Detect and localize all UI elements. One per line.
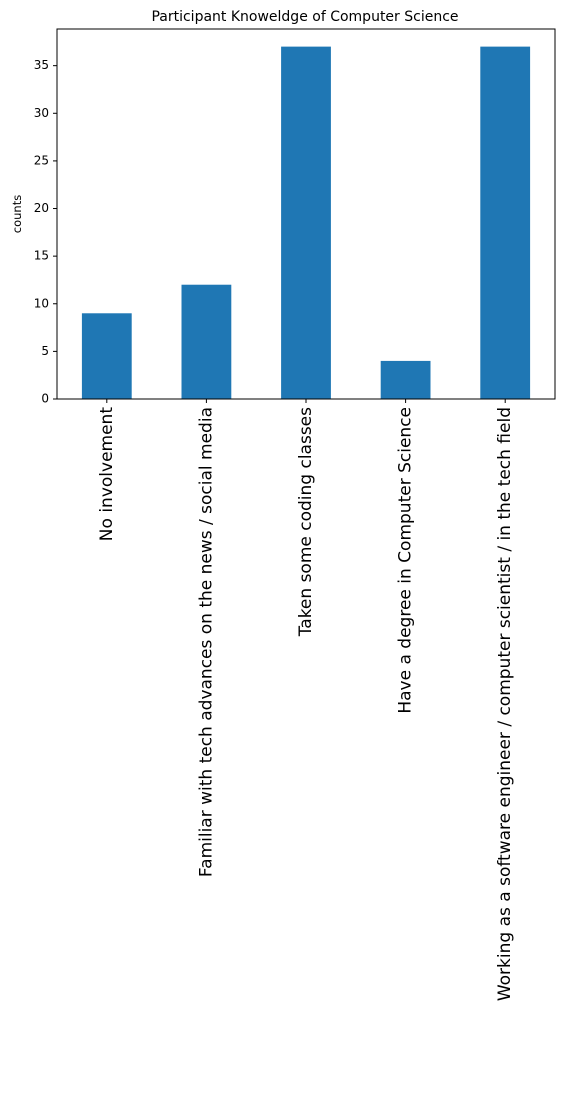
y-axis-label: counts — [10, 195, 24, 233]
x-tick-label: Working as a software engineer / compute… — [495, 407, 515, 1001]
bar — [281, 46, 331, 399]
y-tick-label: 25 — [34, 153, 49, 167]
bar — [480, 46, 531, 399]
bar — [380, 360, 431, 399]
plot-frame — [56, 28, 556, 400]
x-tick-label: Have a degree in Computer Science — [396, 407, 416, 714]
bar — [181, 284, 232, 399]
bars-layer — [81, 46, 531, 399]
y-axis: 0 5 10 15 20 25 30 35 — [34, 58, 57, 406]
bar — [81, 313, 132, 399]
y-tick-label: 35 — [34, 58, 49, 72]
y-tick-label: 20 — [34, 201, 49, 215]
y-tick-label: 10 — [34, 296, 49, 310]
y-tick-label: 30 — [34, 106, 49, 120]
x-tick-label: No involvement — [97, 407, 117, 542]
y-tick-label: 5 — [41, 344, 49, 358]
y-tick-label: 15 — [34, 249, 49, 263]
x-axis: No involvement Familiar with tech advance… — [97, 399, 515, 1001]
x-tick-label: Taken some coding classes — [296, 407, 316, 637]
chart-title: Participant Knoweldge of Computer Scienc… — [151, 9, 458, 25]
x-tick-label: Familiar with tech advances on the news … — [196, 407, 216, 877]
y-tick-label: 0 — [41, 392, 49, 406]
